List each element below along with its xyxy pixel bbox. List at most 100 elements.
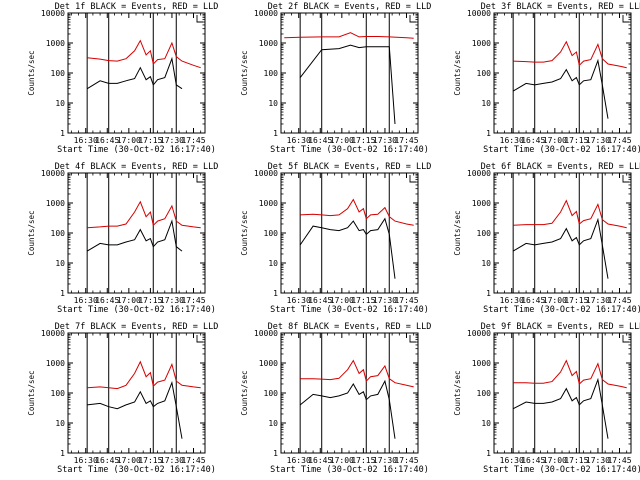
y-tick-label: 10 [55, 259, 65, 268]
y-tick-label: 1 [486, 289, 491, 298]
plot-frame [280, 172, 419, 294]
chart-panel-1: Det 1f BLACK = Events, RED = LLD 1 10 100 10… [27, 2, 218, 155]
series-line-lld [284, 32, 414, 39]
y-tick-label: 100 [477, 229, 492, 238]
x-axis-label: Start Time (30-Oct-02 16:17:40) [483, 305, 640, 315]
corner-bracket-mark [622, 175, 629, 183]
plot-frame [280, 12, 419, 134]
y-tick-label: 1 [486, 129, 491, 138]
x-tick-label: 17:00 [330, 136, 354, 145]
x-tick-label: 17:15 [138, 456, 162, 465]
x-tick-label: 17:15 [138, 136, 162, 145]
x-axis-label: Start Time (30-Oct-02 16:17:40) [57, 145, 216, 155]
y-tick-label: 100 [51, 389, 66, 398]
x-tick-label: 17:45 [394, 296, 418, 305]
y-tick-label: 10 [268, 259, 278, 268]
series-line-events [87, 380, 183, 439]
chart-title: Det 3f BLACK = Events, RED = LLD [481, 2, 640, 12]
x-tick-label: 17:45 [607, 296, 631, 305]
x-tick-label: 17:30 [160, 456, 184, 465]
x-tick-label: 16:45 [521, 296, 545, 305]
x-tick-label: 16:45 [95, 296, 119, 305]
x-tick-label: 17:15 [351, 296, 375, 305]
chart-title: Det 8f BLACK = Events, RED = LLD [268, 322, 432, 332]
x-tick-label: 17:15 [351, 136, 375, 145]
plot-frame [493, 12, 632, 134]
series-line-events [512, 58, 609, 119]
series-line-lld [300, 359, 414, 388]
y-tick-label: 1000 [472, 39, 491, 48]
y-tick-label: 100 [477, 69, 492, 78]
x-tick-label: 16:30 [74, 136, 98, 145]
y-tick-label: 10000 [254, 169, 278, 178]
x-tick-label: 17:15 [138, 296, 162, 305]
x-axis-label: Start Time (30-Oct-02 16:17:40) [270, 145, 429, 155]
y-tick-label: 10 [55, 419, 65, 428]
x-tick-label: 16:30 [287, 136, 311, 145]
corner-bracket-mark [409, 175, 416, 183]
chart-title: Det 1f BLACK = Events, RED = LLD [55, 2, 219, 12]
x-tick-label: 16:45 [308, 136, 332, 145]
series-line-events [86, 219, 183, 252]
y-tick-label: 1000 [259, 39, 278, 48]
y-tick-label: 100 [264, 229, 279, 238]
x-tick-label: 17:30 [586, 456, 610, 465]
y-tick-label: 1 [60, 289, 65, 298]
x-tick-label: 16:30 [500, 296, 524, 305]
x-tick-label: 16:30 [500, 136, 524, 145]
series-line-events [299, 217, 396, 279]
series-line-lld [300, 198, 414, 226]
x-axis-label: Start Time (30-Oct-02 16:17:40) [270, 465, 429, 475]
series-line-lld [87, 200, 201, 229]
y-tick-label: 1 [273, 449, 278, 458]
chart-panel-5: Det 5f BLACK = Events, RED = LLD 1 10 100 10… [240, 162, 431, 315]
y-tick-label: 10 [481, 99, 491, 108]
corner-bracket-mark [196, 15, 203, 23]
chart-panel-8: Det 8f BLACK = Events, RED = LLD 1 10 100 10… [240, 322, 431, 475]
y-tick-label: 100 [51, 229, 66, 238]
y-tick-label: 10 [268, 99, 278, 108]
series-line-events [86, 56, 183, 90]
x-tick-label: 17:30 [160, 136, 184, 145]
y-tick-label: 1000 [46, 359, 65, 368]
chart-title: Det 4f BLACK = Events, RED = LLD [55, 162, 219, 172]
chart-title: Det 7f BLACK = Events, RED = LLD [55, 322, 219, 332]
x-axis-label: Start Time (30-Oct-02 16:17:40) [57, 465, 216, 475]
y-tick-label: 1 [273, 289, 278, 298]
y-tick-label: 10000 [254, 329, 278, 338]
chart-title: Det 5f BLACK = Events, RED = LLD [268, 162, 432, 172]
chart-panel-6: Det 6f BLACK = Events, RED = LLD 1 10 100 10… [453, 162, 640, 315]
x-tick-label: 17:00 [543, 296, 567, 305]
y-axis-label: Counts/sec [240, 210, 249, 255]
x-tick-label: 17:30 [373, 296, 397, 305]
y-tick-label: 100 [264, 389, 279, 398]
x-tick-label: 16:45 [308, 456, 332, 465]
y-tick-label: 1 [60, 449, 65, 458]
y-tick-label: 10000 [41, 169, 65, 178]
y-axis-label: Counts/sec [240, 370, 249, 415]
chart-panel-3: Det 3f BLACK = Events, RED = LLD 1 10 100 10… [453, 2, 640, 155]
plot-frame [67, 332, 206, 454]
y-axis-label: Counts/sec [27, 370, 36, 415]
y-tick-label: 10000 [254, 9, 278, 18]
y-tick-label: 10 [268, 419, 278, 428]
y-tick-label: 1000 [472, 199, 491, 208]
chart-title: Det 6f BLACK = Events, RED = LLD [481, 162, 640, 172]
plot-frame [493, 332, 632, 454]
chart-panel-4: Det 4f BLACK = Events, RED = LLD 1 10 100 10… [27, 162, 218, 315]
x-tick-label: 16:30 [74, 456, 98, 465]
y-axis-label: Counts/sec [27, 50, 36, 95]
plot-frame [67, 172, 206, 294]
x-tick-label: 16:30 [74, 296, 98, 305]
y-axis-label: Counts/sec [240, 50, 249, 95]
y-tick-label: 1 [486, 449, 491, 458]
chart-title: Det 9f BLACK = Events, RED = LLD [481, 322, 640, 332]
x-tick-label: 16:30 [287, 296, 311, 305]
x-tick-label: 17:00 [117, 456, 141, 465]
y-tick-label: 10 [55, 99, 65, 108]
x-tick-label: 16:45 [95, 456, 119, 465]
x-axis-label: Start Time (30-Oct-02 16:17:40) [270, 305, 429, 315]
x-tick-label: 17:45 [181, 456, 205, 465]
y-tick-label: 1 [60, 129, 65, 138]
